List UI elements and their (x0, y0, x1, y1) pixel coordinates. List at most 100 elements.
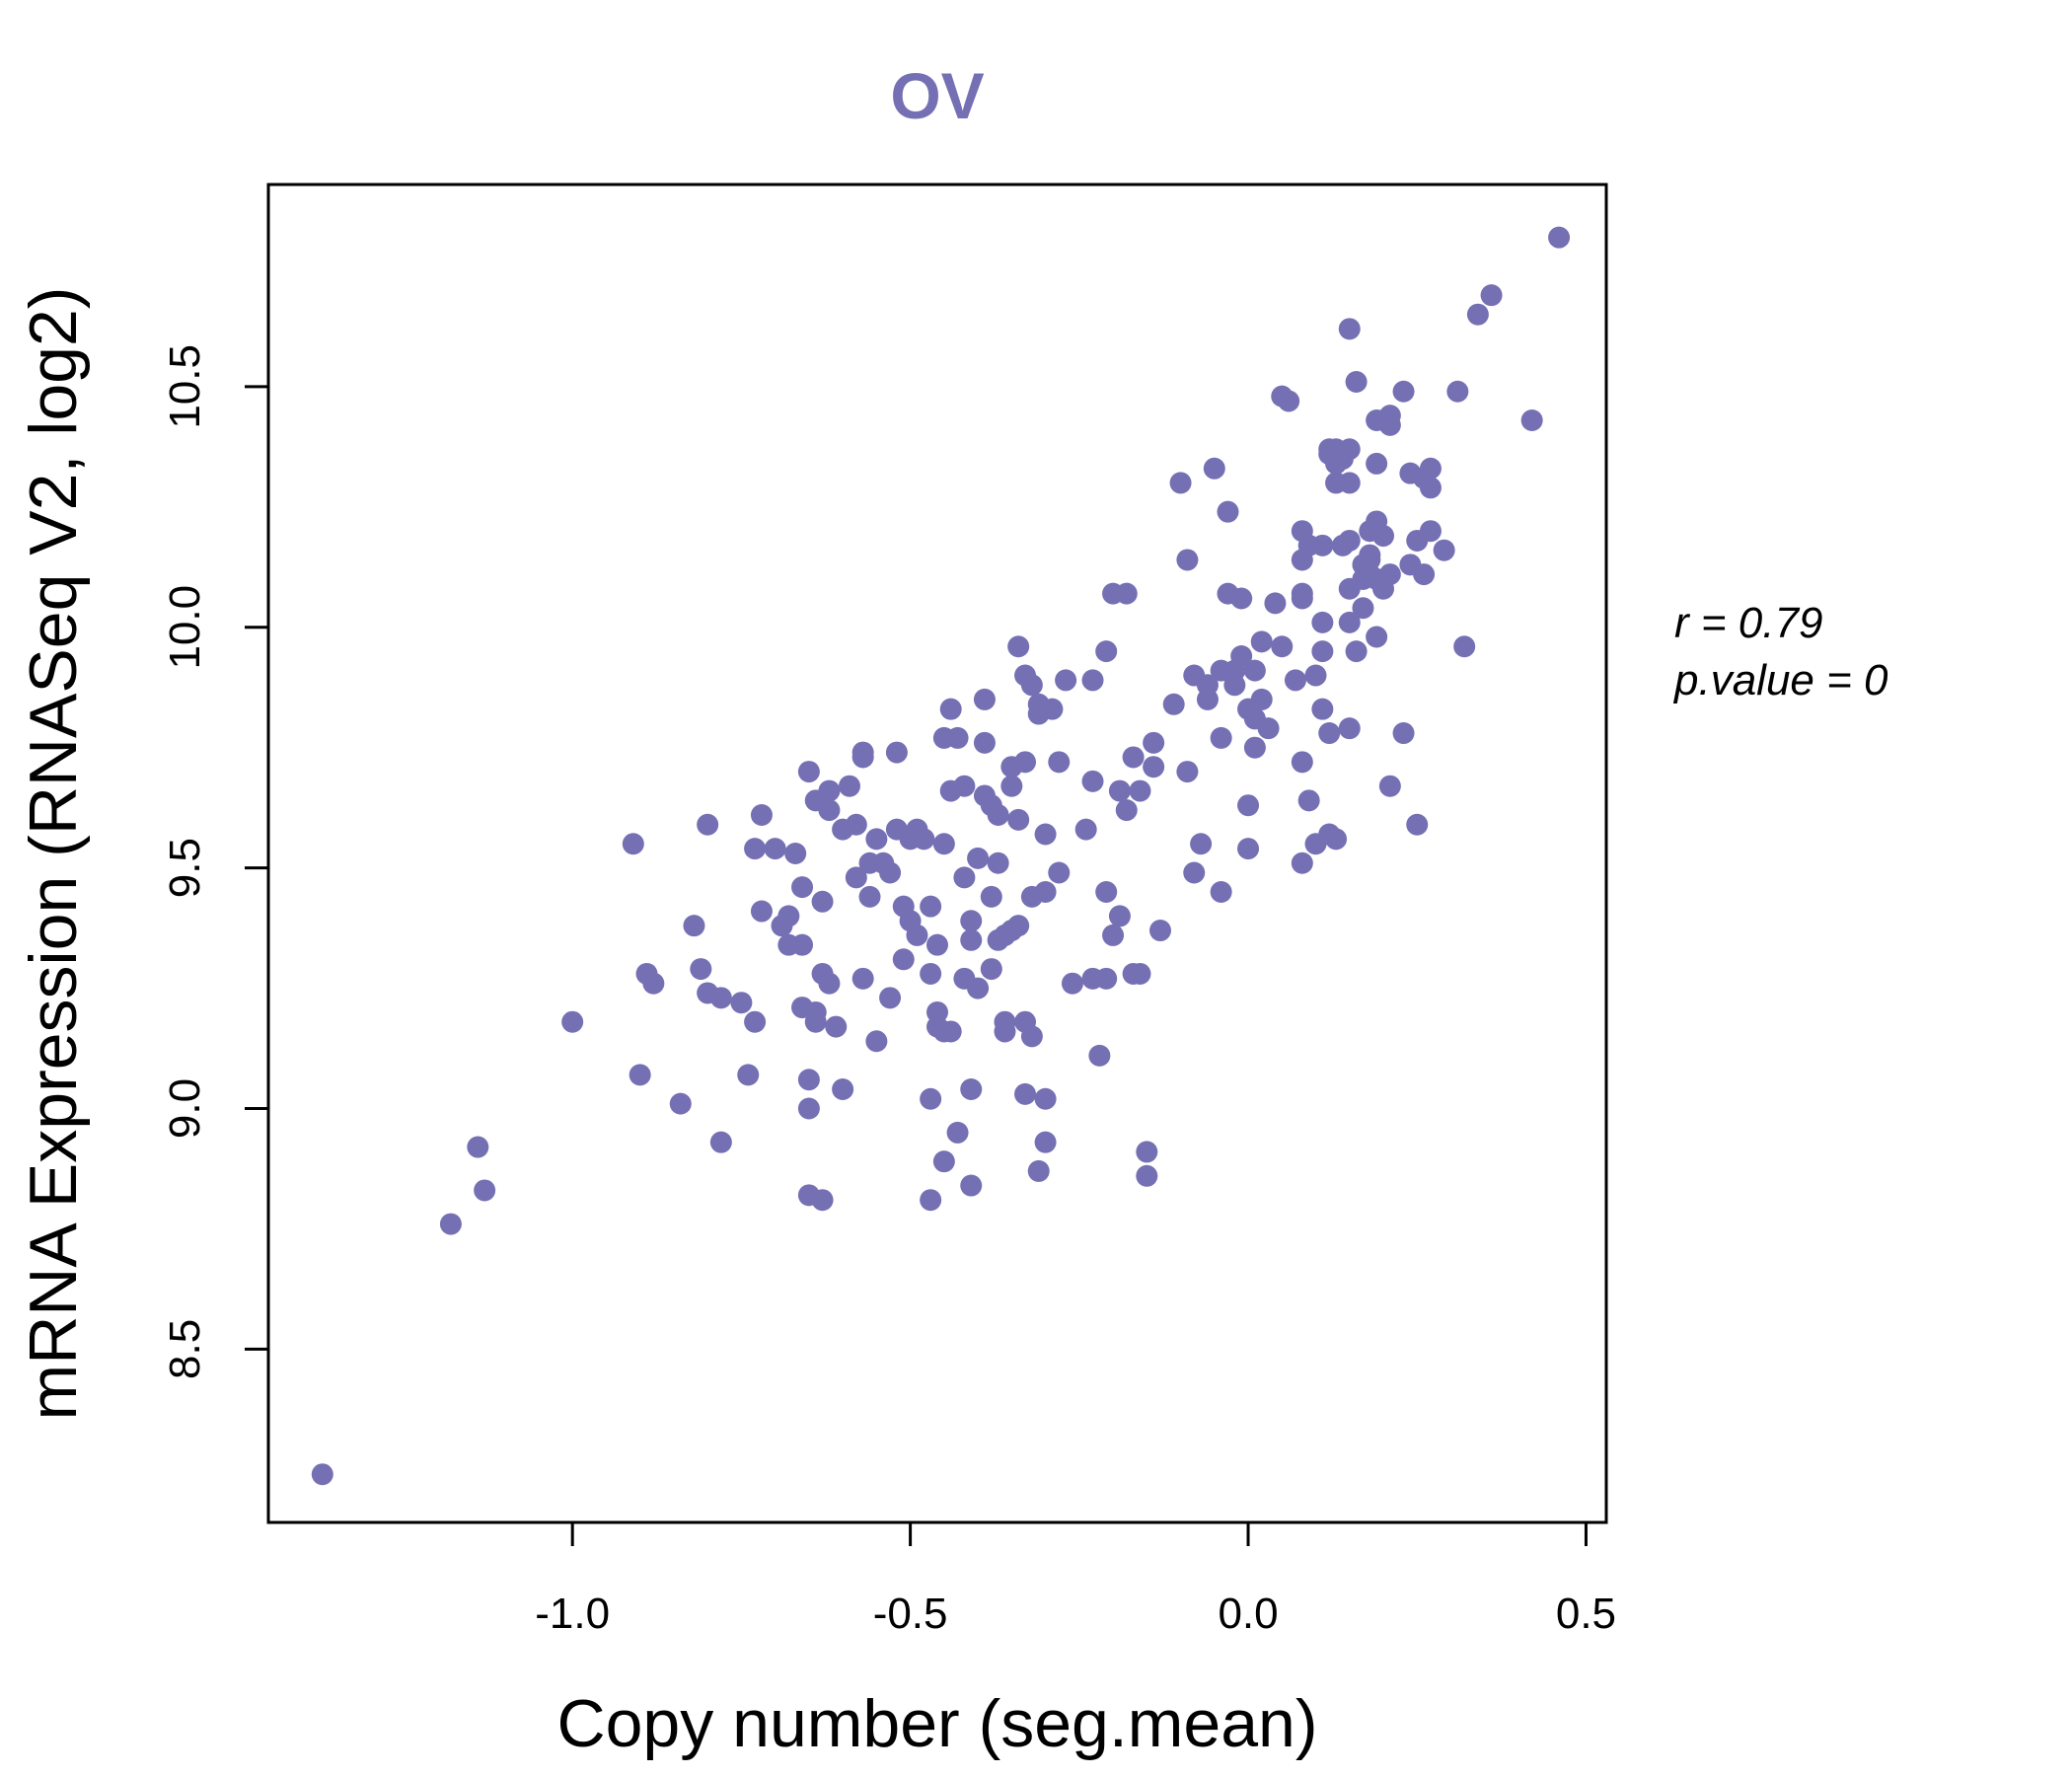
data-point (683, 915, 705, 937)
data-point (1311, 698, 1334, 720)
data-point (865, 1030, 888, 1053)
data-point (1210, 726, 1232, 749)
data-point (1007, 915, 1030, 937)
data-point (474, 1179, 496, 1202)
data-point (838, 775, 860, 797)
data-point (1020, 1025, 1043, 1048)
data-point (818, 972, 841, 995)
data-point (1007, 808, 1030, 831)
data-point (1115, 582, 1138, 605)
y-axis-title: mRNA Expression (RNASeq V2, log2) (16, 287, 91, 1421)
data-point (1291, 587, 1313, 610)
data-point (1338, 717, 1361, 740)
data-point (690, 958, 712, 981)
data-point (1048, 751, 1071, 774)
data-point (1061, 972, 1083, 995)
data-point (994, 1020, 1016, 1043)
data-point (439, 1213, 462, 1235)
data-point (1284, 669, 1306, 692)
data-point (818, 799, 841, 822)
data-point (1102, 924, 1125, 946)
data-point (1108, 779, 1131, 802)
data-point (1378, 413, 1401, 436)
x-tick-label: 0.0 (1218, 1590, 1278, 1638)
data-point (1318, 722, 1341, 745)
data-point (1074, 818, 1097, 841)
data-point (1034, 881, 1057, 904)
data-point (697, 813, 719, 836)
data-point (1000, 775, 1023, 797)
data-point (879, 987, 902, 1009)
data-point (980, 958, 1002, 981)
x-tick-label: -0.5 (873, 1590, 948, 1638)
data-point (1433, 539, 1455, 561)
data-point (1081, 770, 1104, 792)
data-point (913, 828, 935, 851)
data-point (1129, 962, 1151, 985)
data-point (987, 851, 1009, 874)
data-point (1345, 370, 1368, 393)
data-point (1190, 833, 1213, 855)
data-point (709, 987, 732, 1009)
data-point (1264, 592, 1287, 615)
data-point (744, 838, 767, 860)
data-point (1237, 794, 1260, 817)
y-tick-label: 10.0 (161, 585, 209, 670)
data-point (764, 838, 786, 860)
data-point (1413, 563, 1436, 586)
data-point (980, 885, 1002, 908)
data-point (1136, 1141, 1158, 1163)
p-value-label: p.value = 0 (1672, 656, 1888, 704)
data-point (1095, 881, 1118, 904)
data-point (1210, 881, 1232, 904)
data-point (987, 803, 1009, 826)
y-axis: 8.5 9.0 9.5 10.0 10.5 (161, 344, 270, 1379)
data-point (1466, 303, 1489, 326)
data-point (926, 933, 948, 956)
data-point (1095, 967, 1118, 990)
data-point (906, 924, 928, 946)
data-point (1325, 828, 1348, 851)
data-point (1020, 674, 1043, 697)
data-point (629, 1064, 651, 1086)
data-point (858, 885, 881, 908)
data-point (750, 900, 773, 923)
data-point (1297, 789, 1320, 812)
x-tick-label: 0.5 (1556, 1590, 1616, 1638)
data-point (1338, 529, 1361, 552)
data-point (1243, 736, 1266, 759)
data-point (1366, 626, 1388, 648)
data-point (932, 833, 955, 855)
data-point (1027, 1159, 1050, 1182)
data-point (1230, 645, 1253, 668)
data-point (825, 1015, 848, 1038)
data-point (784, 843, 807, 864)
data-point (777, 905, 800, 927)
data-point (960, 928, 983, 951)
data-point (851, 746, 874, 769)
data-point (1480, 284, 1503, 307)
y-tick-label: 8.5 (161, 1319, 209, 1379)
data-point (832, 1078, 854, 1101)
data-point (1250, 630, 1273, 653)
y-tick-label: 9.0 (161, 1078, 209, 1139)
data-point (1291, 851, 1313, 874)
data-point (967, 977, 990, 999)
data-point (791, 876, 814, 899)
data-point (1217, 500, 1239, 523)
data-point (1230, 587, 1253, 610)
chart-title: OV (890, 59, 984, 132)
data-point (1548, 226, 1571, 249)
data-point (1392, 722, 1415, 745)
data-point (1055, 669, 1077, 692)
data-point (953, 866, 976, 889)
correlation-label: r = 0.79 (1674, 599, 1822, 647)
data-point (1136, 1164, 1158, 1187)
data-point (1304, 664, 1327, 687)
data-point (973, 688, 996, 710)
data-point (1250, 688, 1273, 710)
data-point (811, 890, 834, 913)
data-point (1176, 761, 1199, 783)
data-point (939, 1020, 962, 1043)
data-point (1271, 635, 1294, 658)
